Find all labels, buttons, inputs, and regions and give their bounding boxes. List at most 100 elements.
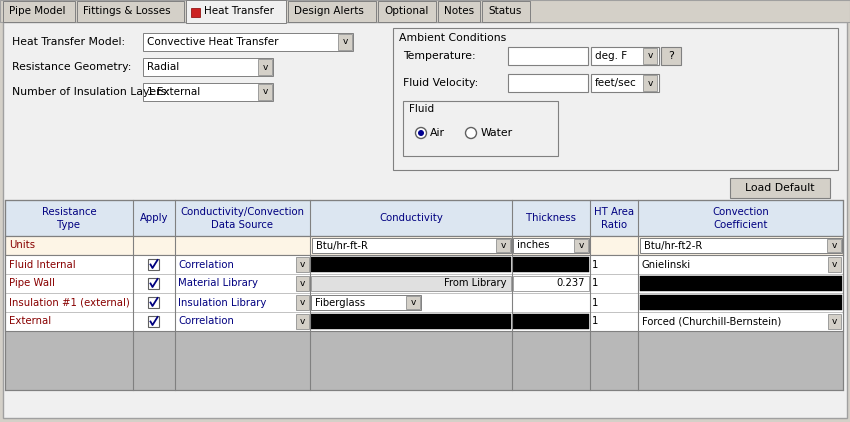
Text: Ratio: Ratio [601, 220, 627, 230]
Text: 1: 1 [592, 279, 598, 289]
Bar [0, 0, 850, 22]
Text: Correlation: Correlation [178, 260, 234, 270]
Text: Temperature:: Temperature: [403, 51, 476, 61]
Text: Optional: Optional [384, 6, 428, 16]
Text: v: v [299, 317, 304, 326]
Text: Fluid Velocity:: Fluid Velocity: [403, 78, 479, 88]
Bar [513, 238, 589, 253]
Text: Fluid Internal: Fluid Internal [9, 260, 76, 270]
Bar [5, 200, 843, 236]
Text: Heat Transfer Model:: Heat Transfer Model: [12, 37, 125, 47]
Bar [296, 314, 309, 329]
Bar [288, 1, 376, 22]
Text: 1: 1 [592, 316, 598, 327]
Text: Load Default: Load Default [745, 183, 815, 193]
Bar [191, 8, 200, 16]
Text: inches: inches [517, 241, 549, 251]
Bar [258, 59, 272, 75]
Bar [149, 297, 160, 308]
Bar [496, 239, 510, 252]
Text: deg. F: deg. F [595, 51, 627, 61]
Text: Coefficient: Coefficient [713, 220, 768, 230]
Circle shape [466, 127, 477, 138]
Text: Resistance: Resistance [42, 207, 96, 217]
Text: v: v [299, 298, 304, 307]
Text: Number of Insulation Layers:: Number of Insulation Layers: [12, 87, 170, 97]
Bar [730, 178, 830, 198]
Text: v: v [411, 298, 416, 307]
Text: Insulation Library: Insulation Library [178, 298, 266, 308]
Text: Btu/hr-ft2-R: Btu/hr-ft2-R [644, 241, 702, 251]
Text: v: v [578, 241, 584, 250]
Text: Type: Type [58, 220, 81, 230]
Bar [591, 47, 659, 65]
Text: Material Library: Material Library [178, 279, 258, 289]
Bar [5, 200, 843, 390]
Text: v: v [648, 78, 653, 87]
Text: From Library: From Library [445, 279, 507, 289]
Text: Fittings & Losses: Fittings & Losses [83, 6, 171, 16]
Text: Data Source: Data Source [212, 220, 274, 230]
Text: Correlation: Correlation [178, 316, 234, 327]
Text: Notes: Notes [444, 6, 474, 16]
Text: Resistance Geometry:: Resistance Geometry: [12, 62, 132, 72]
Bar [574, 239, 588, 252]
Text: v: v [263, 62, 268, 71]
Bar [311, 314, 511, 329]
Bar [5, 331, 843, 390]
Circle shape [416, 127, 427, 138]
Bar [828, 314, 841, 329]
Bar [5, 293, 843, 312]
Bar [378, 1, 436, 22]
Bar [827, 239, 841, 252]
Text: External: External [9, 316, 51, 327]
Bar [508, 74, 588, 92]
Text: v: v [299, 260, 304, 269]
Text: feet/sec: feet/sec [595, 78, 637, 88]
Bar [186, 0, 286, 23]
Text: Units: Units [9, 241, 35, 251]
Text: Gnielinski: Gnielinski [642, 260, 691, 270]
Text: 1 External: 1 External [147, 87, 201, 97]
Text: Thickness: Thickness [526, 213, 576, 223]
Bar [640, 238, 842, 253]
Bar [661, 47, 681, 65]
Bar [406, 296, 420, 309]
Text: Forced (Churchill-Bernstein): Forced (Churchill-Bernstein) [642, 316, 781, 327]
Text: v: v [343, 38, 348, 46]
Text: 1: 1 [592, 298, 598, 308]
Text: Conductivity: Conductivity [379, 213, 443, 223]
Text: Convection: Convection [712, 207, 769, 217]
Text: Btu/hr-ft-R: Btu/hr-ft-R [316, 241, 368, 251]
Bar [643, 75, 657, 91]
Text: ?: ? [668, 51, 674, 61]
Bar [513, 257, 589, 272]
Bar [143, 83, 273, 101]
Bar [296, 257, 309, 272]
Bar [296, 276, 309, 291]
Bar [311, 295, 421, 310]
Bar [149, 278, 160, 289]
Bar [149, 316, 160, 327]
Text: v: v [263, 87, 268, 97]
Text: v: v [831, 317, 836, 326]
Bar [643, 48, 657, 64]
Text: v: v [648, 51, 653, 60]
Text: Pipe Wall: Pipe Wall [9, 279, 55, 289]
Text: Status: Status [488, 6, 521, 16]
Text: v: v [831, 260, 836, 269]
Bar [591, 74, 659, 92]
Text: Air: Air [430, 128, 445, 138]
Text: Convective Heat Transfer: Convective Heat Transfer [147, 37, 279, 47]
Bar [143, 58, 273, 76]
Bar [5, 236, 843, 255]
Text: Fluid: Fluid [409, 104, 434, 114]
Text: Water: Water [481, 128, 513, 138]
Bar [513, 314, 589, 329]
Bar [311, 276, 511, 291]
Bar [3, 1, 75, 22]
Text: Heat Transfer: Heat Transfer [204, 6, 274, 16]
Bar [312, 238, 511, 253]
Bar [77, 1, 184, 22]
Bar [513, 276, 589, 291]
